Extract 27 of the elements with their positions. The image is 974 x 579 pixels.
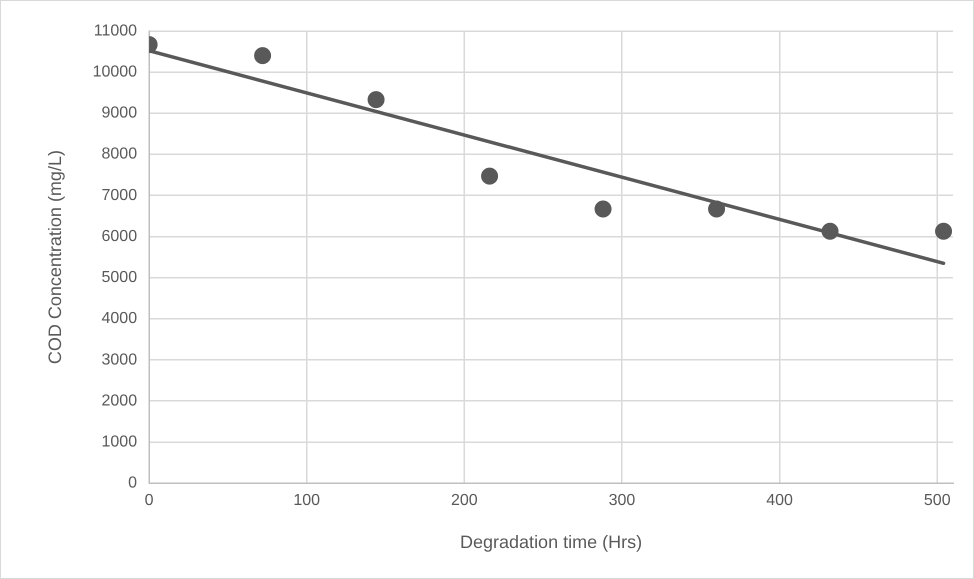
y-tick-label: 7000 [102,186,138,204]
y-tick-label: 2000 [102,392,138,410]
point [481,168,498,185]
point [594,200,612,218]
y-tick-label: 9000 [102,104,138,122]
y-tick-label: 1000 [102,433,138,450]
y-tick-label: 4000 [102,310,138,328]
point [254,47,272,64]
x-axis-title: Degradation time (Hrs) [460,532,642,552]
y-tick-label: 6000 [102,228,138,245]
x-tick-label: 100 [293,492,320,510]
x-tick-label: 0 [144,492,154,510]
y-tick-label: 10000 [92,64,138,81]
y-tick-label: 11000 [94,22,138,40]
point [708,200,726,218]
y-tick-label: 3000 [102,351,138,368]
point [935,222,952,240]
y-axis-title: COD Concentration (mg/L) [44,150,65,364]
point [822,222,839,240]
x-tick-label: 400 [766,492,794,510]
y-tick-label: 8000 [102,146,138,163]
y-tick-label: 5000 [102,269,138,286]
x-tick-label: 500 [924,492,951,510]
x-tick-label: 200 [451,492,478,510]
point [368,91,385,108]
y-tick-label: 0 [128,474,138,492]
x-tick-label: 300 [608,492,636,510]
